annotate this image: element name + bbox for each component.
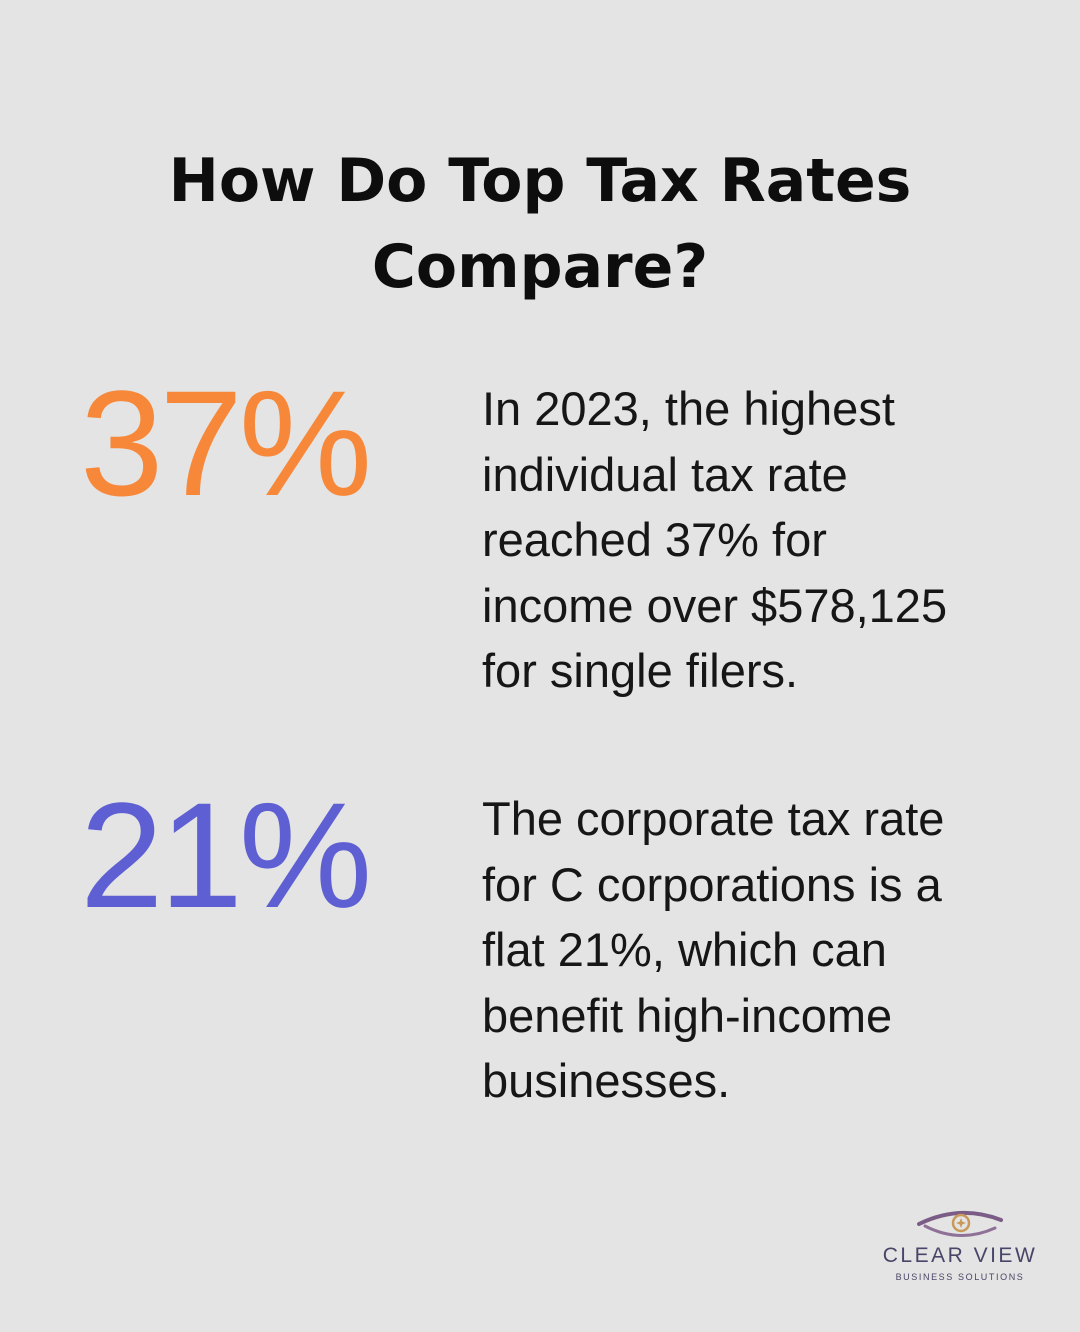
page-title-line-1: How Do Top Tax Rates bbox=[168, 146, 912, 217]
description-line: The corporate tax rate bbox=[482, 792, 945, 845]
logo-name: CLEAR VIEW bbox=[882, 1244, 1038, 1267]
page-title: How Do Top Tax Rates Compare? bbox=[0, 138, 1080, 310]
description-line: income over $578,125 bbox=[482, 578, 948, 632]
description-line: businesses. bbox=[482, 1054, 731, 1107]
stat-description-individual: In 2023, the highest individual tax rate… bbox=[482, 376, 1002, 704]
description-line: for C corporations is a bbox=[482, 857, 942, 911]
description-line: flat 21%, which can bbox=[482, 923, 887, 976]
stat-value-corporate: 21% bbox=[80, 771, 372, 939]
company-logo: CLEAR VIEW BUSINESS SOLUTIONS bbox=[870, 1208, 1050, 1308]
description-line: benefit high-income bbox=[482, 988, 893, 1042]
description-line: reached 37% for bbox=[482, 513, 827, 566]
stat-value-individual: 37% bbox=[80, 359, 372, 527]
description-line: In 2023, the highest bbox=[482, 382, 895, 435]
page-title-line-2: Compare? bbox=[371, 232, 709, 303]
stat-description-corporate: The corporate tax rate for C corporation… bbox=[482, 786, 1002, 1114]
logo-subtitle: BUSINESS SOLUTIONS bbox=[895, 1272, 1025, 1282]
description-line: for single filers. bbox=[482, 644, 799, 697]
eye-icon bbox=[917, 1210, 1003, 1238]
description-line: individual tax rate bbox=[482, 447, 848, 501]
